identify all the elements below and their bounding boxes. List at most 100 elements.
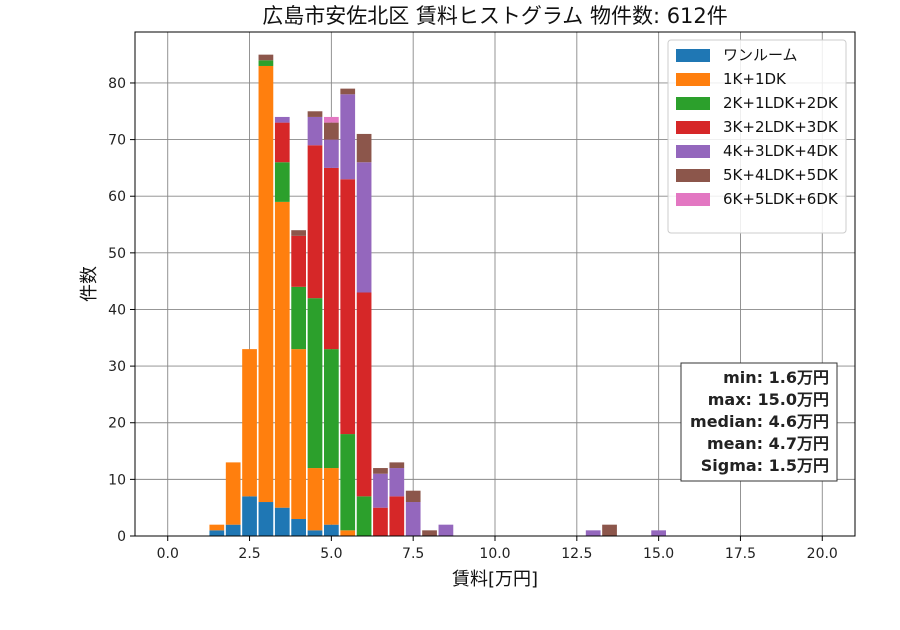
- y-tick-label: 40: [108, 302, 126, 318]
- bar-segment: [373, 507, 388, 536]
- bar-segment: [242, 349, 257, 497]
- stats-sigma: Sigma: 1.5万円: [701, 456, 829, 475]
- x-tick-label: 5.0: [320, 546, 342, 562]
- bar-segment: [291, 230, 306, 236]
- bar-segment: [651, 530, 666, 536]
- legend-swatch: [676, 73, 710, 86]
- legend-swatch: [676, 193, 710, 206]
- stats-mean: mean: 4.7万円: [707, 434, 829, 453]
- bar-segment: [307, 530, 323, 536]
- bar-segment: [274, 201, 290, 508]
- x-tick-label: 12.5: [561, 546, 592, 562]
- y-tick-label: 60: [108, 189, 126, 205]
- bar-segment: [356, 162, 372, 293]
- x-tick-label: 10.0: [479, 546, 510, 562]
- stats-min: min: 1.6万円: [723, 368, 829, 387]
- bar-segment: [307, 298, 323, 469]
- bar-segment: [389, 496, 405, 536]
- legend-swatch: [676, 121, 710, 134]
- legend: ワンルーム 1K+1DK 2K+1LDK+2DK 3K+2LDK+3DK 4K+3LDK…: [667, 39, 847, 234]
- stats-median: median: 4.6万円: [690, 412, 829, 431]
- bar-segment: [291, 349, 306, 520]
- bar-segment: [209, 530, 225, 536]
- bar-segment: [274, 116, 290, 123]
- legend-swatch: [676, 97, 710, 110]
- y-axis-ticks: 0 10 20 30 40 50 60 70 80: [108, 76, 135, 545]
- legend-label: 4K+3LDK+4DK: [723, 142, 839, 160]
- bars-group: [209, 54, 666, 536]
- bar-segment: [324, 167, 339, 350]
- bar-segment: [258, 502, 274, 536]
- x-tick-label: 2.5: [238, 546, 260, 562]
- bar-segment: [356, 496, 372, 536]
- bar-segment: [324, 116, 339, 123]
- legend-label: 2K+1LDK+2DK: [723, 94, 839, 112]
- y-tick-label: 70: [108, 133, 126, 149]
- legend-box: [667, 39, 847, 234]
- stats-box: [680, 362, 838, 482]
- bar-segment: [340, 434, 356, 531]
- x-axis-ticks: 0.0 2.5 5.0 7.5 10.0 12.5 15.0 17.5 20.0: [157, 536, 838, 562]
- bar-segment: [324, 139, 339, 168]
- legend-swatch: [676, 169, 710, 182]
- legend-label: 5K+4LDK+5DK: [723, 166, 839, 184]
- x-tick-label: 15.0: [643, 546, 674, 562]
- bar-segment: [340, 530, 356, 536]
- bar-segment: [324, 468, 339, 525]
- x-tick-label: 20.0: [807, 546, 838, 562]
- legend-swatch: [676, 49, 710, 62]
- bar-segment: [438, 524, 454, 536]
- bar-segment: [258, 54, 274, 61]
- bar-segment: [274, 162, 290, 202]
- bar-segment: [340, 179, 356, 435]
- bar-segment: [585, 530, 601, 536]
- y-tick-label: 80: [108, 76, 126, 92]
- y-tick-label: 10: [108, 472, 126, 488]
- bar-segment: [225, 524, 241, 536]
- stats-annotation: min: 1.6万円 max: 15.0万円 median: 4.6万円 mea…: [680, 362, 838, 482]
- bar-segment: [405, 490, 421, 503]
- bar-segment: [356, 133, 372, 163]
- bar-segment: [307, 116, 323, 146]
- bar-segment: [258, 65, 274, 503]
- y-tick-label: 0: [117, 529, 126, 545]
- bar-segment: [373, 473, 388, 508]
- x-axis-label: 賃料[万円]: [452, 569, 538, 590]
- y-tick-label: 50: [108, 246, 126, 262]
- bar-segment: [274, 507, 290, 536]
- legend-label: 3K+2LDK+3DK: [723, 118, 839, 136]
- bar-segment: [389, 462, 405, 469]
- bar-segment: [307, 145, 323, 299]
- bar-segment: [291, 286, 306, 350]
- stats-max: max: 15.0万円: [708, 390, 829, 409]
- x-tick-label: 0.0: [157, 546, 179, 562]
- chart-title: 広島市安佐北区 賃料ヒストグラム 物件数: 612件: [262, 4, 728, 28]
- bar-segment: [291, 519, 306, 536]
- bar-segment: [602, 524, 617, 536]
- bar-segment: [373, 468, 388, 474]
- bar-segment: [242, 496, 257, 536]
- bar-segment: [340, 88, 356, 95]
- bar-segment: [258, 60, 274, 66]
- legend-label: ワンルーム: [723, 46, 798, 64]
- bar-segment: [225, 462, 241, 525]
- bar-segment: [307, 468, 323, 531]
- legend-swatch: [676, 145, 710, 158]
- bar-segment: [422, 530, 437, 536]
- y-tick-label: 20: [108, 416, 126, 432]
- legend-label: 1K+1DK: [723, 70, 787, 88]
- bar-segment: [340, 94, 356, 180]
- bar-segment: [324, 524, 339, 536]
- bar-segment: [307, 111, 323, 117]
- y-axis-label: 件数: [79, 266, 100, 302]
- bar-segment: [291, 235, 306, 287]
- bar-segment: [274, 122, 290, 163]
- bar-segment: [324, 122, 339, 140]
- bar-segment: [324, 349, 339, 469]
- bar-segment: [209, 524, 225, 531]
- legend-label: 6K+5LDK+6DK: [723, 190, 839, 208]
- bar-segment: [405, 502, 421, 536]
- x-tick-label: 7.5: [402, 546, 424, 562]
- bar-segment: [389, 468, 405, 497]
